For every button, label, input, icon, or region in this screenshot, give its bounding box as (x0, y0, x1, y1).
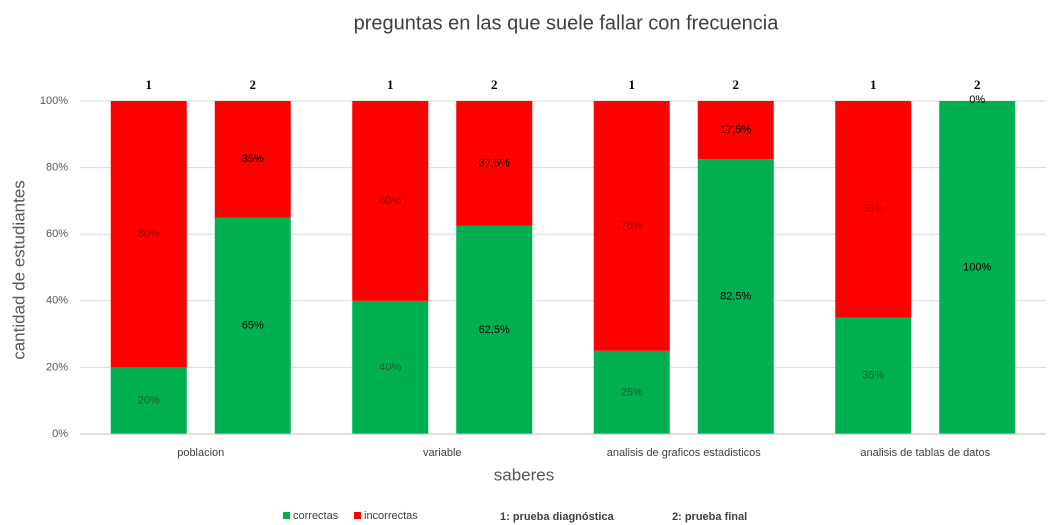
bar-segment (214, 217, 291, 434)
bar-label: 1 (387, 77, 394, 92)
y-tick-label: 20% (46, 361, 68, 373)
value-label: 40% (379, 361, 401, 373)
bar-segment (456, 101, 533, 226)
value-label: 100% (963, 261, 991, 273)
x-tick-label: analisis de tablas de datos (860, 447, 990, 459)
bar-segment (939, 101, 1016, 434)
bar-label: 1 (629, 77, 636, 92)
bar-segment (835, 317, 912, 434)
bar-segment (110, 367, 187, 434)
value-label: 65% (242, 320, 264, 332)
value-label: 60% (379, 195, 401, 207)
y-tick-label: 0% (52, 428, 68, 440)
x-axis-label: saberes (494, 465, 554, 484)
bar-label: 2 (250, 77, 257, 92)
bar-label: 1 (870, 77, 877, 92)
bar-segment (214, 101, 291, 218)
y-tick-label: 80% (46, 162, 68, 174)
legend-label: correctas (293, 510, 339, 522)
bar-label: 2 (491, 77, 498, 92)
value-label: 82,5% (720, 291, 751, 303)
annotation: 2: prueba final (672, 511, 747, 523)
bar-segment (456, 225, 533, 434)
value-label: 75% (621, 220, 643, 232)
value-label: 62,5% (479, 324, 510, 336)
x-tick-label: variable (423, 447, 462, 459)
bar-label: 2 (974, 77, 981, 92)
value-label: 0% (969, 94, 985, 106)
y-tick-label: 100% (40, 95, 68, 107)
legend-swatch (283, 512, 290, 519)
bar-label: 1 (146, 77, 153, 92)
bar-segment (697, 101, 774, 160)
bar-segment (593, 350, 670, 434)
value-label: 80% (138, 228, 160, 240)
value-label: 25% (621, 386, 643, 398)
x-tick-label: poblacion (177, 447, 224, 459)
legend-swatch (354, 512, 361, 519)
y-tick-label: 40% (46, 295, 68, 307)
value-label: 20% (138, 395, 160, 407)
value-label: 35% (242, 153, 264, 165)
annotation: 1: prueba diagnóstica (500, 511, 615, 523)
bar-segment (593, 101, 670, 351)
bar-segment (697, 159, 774, 434)
bar-segment (352, 300, 429, 434)
bar-segment (110, 101, 187, 368)
value-label: 35% (862, 370, 884, 382)
bar-segment (352, 101, 429, 301)
bar-label: 2 (733, 77, 740, 92)
value-label: 37,5% (479, 157, 510, 169)
value-label: 17,5% (720, 124, 751, 136)
y-tick-label: 60% (46, 228, 68, 240)
bar-segment (835, 101, 912, 318)
chart-title: preguntas en las que suele fallar con fr… (354, 12, 780, 34)
x-tick-label: analisis de graficos estadisticos (607, 447, 762, 459)
value-label: 65% (862, 203, 884, 215)
y-axis-label: cantidad de estudiantes (9, 180, 28, 360)
legend-label: incorrectas (364, 510, 418, 522)
